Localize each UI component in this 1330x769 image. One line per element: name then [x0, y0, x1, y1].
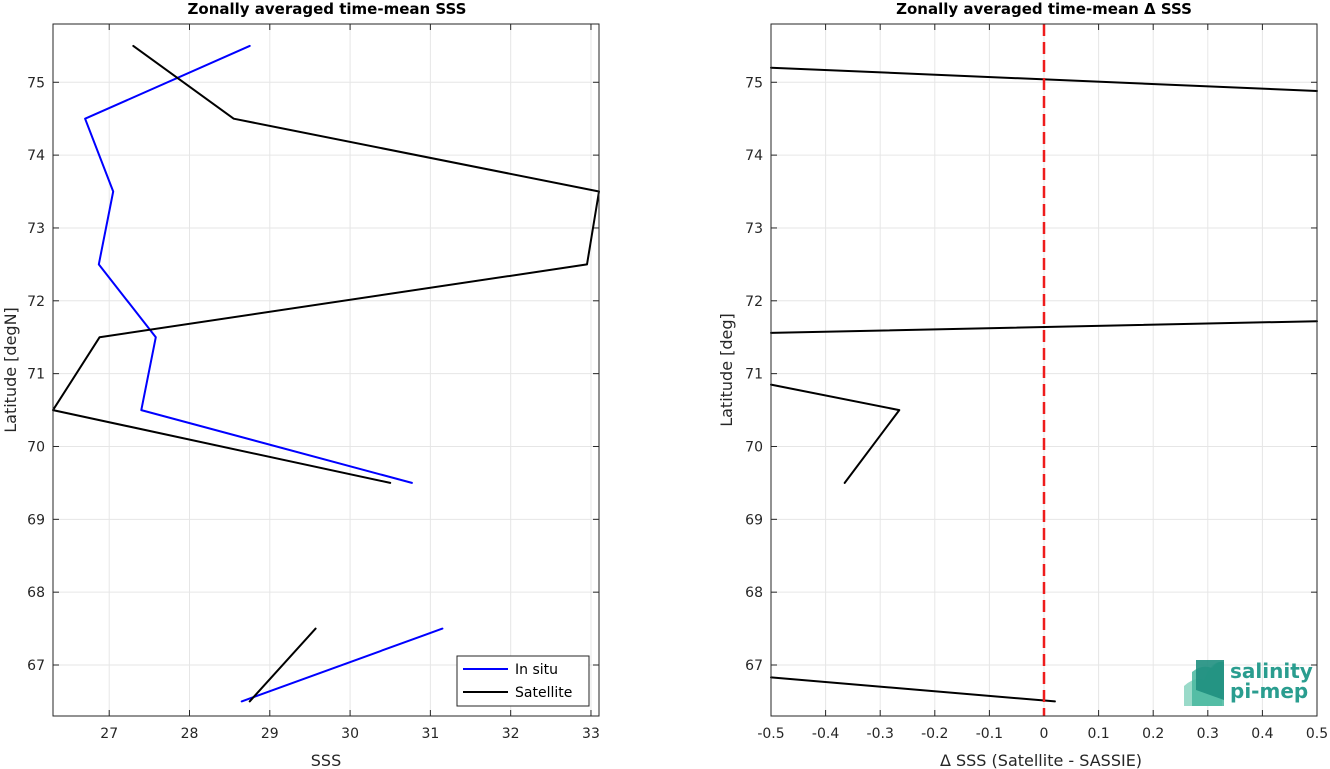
right-x-tick-label: 0 — [1040, 726, 1049, 742]
right-x-tick-label: -0.1 — [976, 726, 1003, 742]
left-x-axis-label: SSS — [311, 751, 341, 769]
right-delta-sss-line-segment-4 — [770, 676, 1056, 703]
left-y-tick-label: 68 — [27, 585, 45, 601]
right-y-tick-label: 75 — [745, 75, 763, 91]
right-y-tick-label: 72 — [745, 294, 763, 310]
left-x-tick-label: 28 — [181, 726, 199, 742]
legend-box — [456, 655, 590, 707]
left-x-tick-label: 27 — [100, 726, 118, 742]
left-x-tick-label: 32 — [502, 726, 520, 742]
wave-icon — [1184, 660, 1224, 706]
left-x-tick-label: 33 — [582, 726, 600, 742]
left-plot-area — [53, 24, 599, 716]
left-y-tick-label: 69 — [27, 512, 45, 528]
left-y-tick-label: 73 — [27, 221, 45, 237]
right-x-tick-label: 0.3 — [1197, 726, 1219, 742]
left-tick-marks — [53, 24, 599, 716]
left-chart: Zonally averaged time-mean SSS 27 28 29 30 3… — [1, 0, 600, 769]
left-y-tick-label: 74 — [27, 148, 45, 164]
left-y-tick-label: 71 — [27, 367, 45, 383]
right-y-axis-label: Latitude [deg] — [717, 313, 736, 427]
right-y-tick-label: 67 — [745, 658, 763, 674]
right-y-tick-label: 71 — [745, 367, 763, 383]
logo-line1: salinity — [1230, 659, 1313, 683]
left-satellite-line-segment-2 — [248, 627, 317, 703]
legend-in-situ-label: In situ — [515, 662, 558, 678]
right-x-tick-label: 0.4 — [1251, 726, 1273, 742]
right-y-tick-label: 70 — [745, 439, 763, 455]
left-chart-title: Zonally averaged time-mean SSS — [188, 0, 467, 18]
left-y-tick-label: 75 — [27, 75, 45, 91]
left-x-tick-label: 29 — [261, 726, 279, 742]
right-y-tick-labels: 67 68 69 70 71 72 73 74 75 — [745, 75, 763, 674]
left-y-tick-label: 70 — [27, 439, 45, 455]
right-axes-box — [770, 23, 1318, 717]
left-in-situ-line-segment-1 — [84, 44, 413, 484]
legend-satellite-label: Satellite — [515, 685, 572, 701]
left-x-tick-label: 31 — [421, 726, 439, 742]
left-in-situ-line-segment-2 — [240, 627, 444, 703]
left-axes-box — [52, 23, 600, 717]
right-x-tick-label: 0.1 — [1087, 726, 1109, 742]
left-gridlines — [53, 24, 599, 716]
left-y-tick-label: 72 — [27, 294, 45, 310]
right-chart: Zonally averaged time-mean Δ SSS -0.5 -0.… — [717, 0, 1328, 769]
right-y-tick-label: 73 — [745, 221, 763, 237]
logo-line2: pi-mep — [1230, 679, 1308, 703]
legend: In situ Satellite — [456, 655, 590, 707]
right-delta-sss-line-segment-2 — [770, 320, 1318, 334]
left-y-axis-label: Latitude [degN] — [1, 307, 20, 433]
right-x-tick-label: -0.5 — [757, 726, 784, 742]
right-x-tick-label: -0.2 — [921, 726, 948, 742]
right-y-tick-label: 68 — [745, 585, 763, 601]
salinity-pimep-logo: salinity pi-mep — [1184, 659, 1313, 706]
right-x-tick-label: 0.2 — [1142, 726, 1164, 742]
left-y-tick-labels: 67 68 69 70 71 72 73 74 75 — [27, 75, 45, 674]
right-chart-title: Zonally averaged time-mean Δ SSS — [896, 0, 1192, 18]
right-x-tick-label: -0.4 — [812, 726, 839, 742]
left-x-tick-label: 30 — [341, 726, 359, 742]
right-y-tick-label: 74 — [745, 148, 763, 164]
left-y-tick-label: 67 — [27, 658, 45, 674]
right-x-tick-label: 0.5 — [1306, 726, 1328, 742]
right-y-tick-label: 69 — [745, 512, 763, 528]
right-x-axis-label: Δ SSS (Satellite - SASSIE) — [940, 751, 1142, 769]
left-x-tick-labels: 27 28 29 30 31 32 33 — [100, 726, 600, 742]
right-delta-sss-line-segment-3 — [770, 383, 901, 484]
right-x-tick-labels: -0.5 -0.4 -0.3 -0.2 -0.1 0 0.1 0.2 0.3 0.4 0.5 — [757, 726, 1328, 742]
right-x-tick-label: -0.3 — [867, 726, 894, 742]
